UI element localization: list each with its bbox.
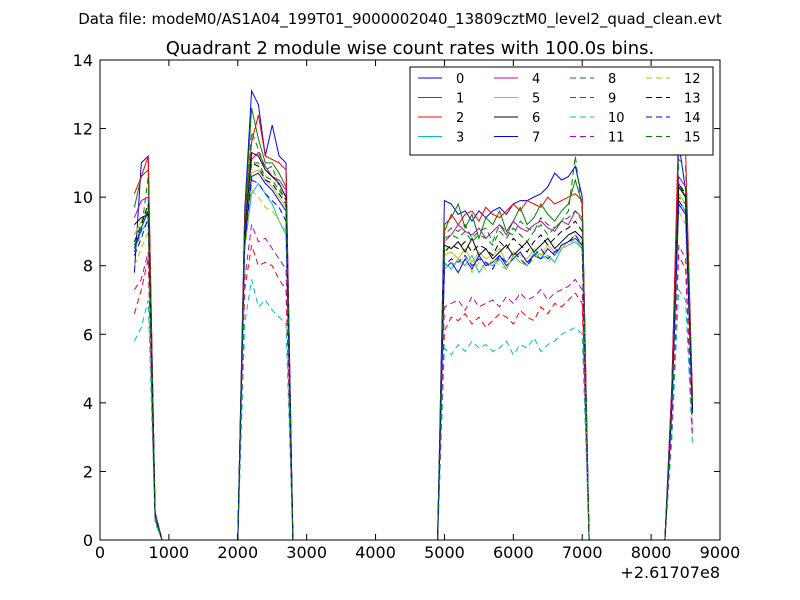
data-file-header: Data file: modeM0/AS1A04_199T01_90000020…: [78, 10, 722, 29]
x-tick-label: 2000: [217, 543, 258, 562]
x-tick-label: 3000: [286, 543, 327, 562]
series-15-line: [664, 158, 693, 541]
x-tick-label: 9000: [700, 543, 741, 562]
series-12-line: [237, 189, 294, 541]
y-tick-label: 6: [83, 325, 93, 344]
x-tick-label: 4000: [355, 543, 396, 562]
y-tick-label: 8: [83, 257, 93, 276]
series-8-line: [133, 176, 163, 541]
legend-item-9: 9: [570, 92, 616, 107]
series-5-line: [437, 234, 590, 541]
legend-label: 11: [608, 131, 625, 146]
legend-label: 6: [532, 111, 540, 126]
series-14-line: [237, 179, 294, 541]
series-9-line: [437, 292, 590, 541]
chart-title: Quadrant 2 module wise count rates with …: [166, 38, 655, 59]
series-layer: [133, 88, 693, 541]
legend-item-15: 15: [646, 131, 701, 146]
series-14-line: [437, 234, 590, 541]
y-tick-label: 0: [83, 531, 93, 550]
series-15-line: [133, 207, 163, 541]
legend-item-12: 12: [646, 72, 701, 87]
legend-item-2: 2: [418, 111, 464, 126]
series-2-line: [437, 193, 590, 541]
legend-label: 15: [684, 131, 701, 146]
legend-item-1: 1: [418, 92, 464, 107]
axes-frame: [99, 59, 721, 541]
y-tick-label: 10: [73, 188, 93, 207]
legend-label: 3: [456, 131, 464, 146]
x-tick-label: 1000: [149, 543, 190, 562]
series-10-line: [237, 279, 294, 541]
legend-item-14: 14: [646, 111, 701, 126]
legend-item-6: 6: [494, 111, 540, 126]
series-10: [133, 279, 693, 541]
legend-item-13: 13: [646, 92, 701, 107]
legend-label: 4: [532, 72, 540, 87]
legend-item-10: 10: [570, 111, 625, 126]
legend-item-5: 5: [494, 92, 540, 107]
series-10-line: [664, 288, 693, 541]
legend-label: 0: [456, 72, 464, 87]
x-tick-label: 0: [95, 543, 105, 562]
series-15: [133, 158, 693, 541]
x-offset-label: +2.61707e8: [620, 563, 720, 582]
y-tick-label: 14: [73, 51, 93, 70]
legend-label: 2: [456, 111, 464, 126]
x-tick-label: 7000: [562, 543, 603, 562]
series-8-line: [437, 155, 590, 541]
series-11-line: [133, 251, 163, 541]
legend-label: 10: [608, 111, 625, 126]
legend-item-3: 3: [418, 131, 464, 146]
series-9-line: [237, 244, 294, 541]
series-13-line: [664, 181, 693, 541]
series-2-line: [237, 114, 294, 541]
x-tick-label: 5000: [424, 543, 465, 562]
x-tick-label: 6000: [493, 543, 534, 562]
legend-label: 8: [608, 72, 616, 87]
series-11-line: [237, 224, 294, 541]
series-15-line: [437, 210, 590, 541]
y-tick-label: 12: [73, 120, 93, 139]
series-11-line: [437, 278, 590, 541]
legend-item-11: 11: [570, 131, 625, 146]
legend-item-4: 4: [494, 72, 540, 87]
legend-label: 9: [608, 92, 616, 107]
series-1-line: [237, 107, 294, 541]
legend-item-8: 8: [570, 72, 616, 87]
legend-item-7: 7: [494, 131, 540, 146]
legend-label: 14: [684, 111, 701, 126]
legend-label: 5: [532, 92, 540, 107]
x-tick-label: 8000: [631, 543, 672, 562]
series-10-line: [437, 326, 590, 541]
series-4-line: [437, 210, 590, 541]
series-12-line: [133, 231, 163, 541]
y-tick-label: 4: [83, 394, 93, 413]
series-12-line: [437, 237, 590, 541]
series-13-line: [437, 220, 590, 541]
legend-label: 1: [456, 92, 464, 107]
legend-item-0: 0: [418, 72, 464, 87]
y-tick-label: 2: [83, 462, 93, 481]
legend-label: 7: [532, 131, 540, 146]
x-axis: 0 1000 2000 3000 4000 5000 6000 7000 8000 9000: [95, 60, 740, 562]
legend-label: 12: [684, 72, 701, 87]
legend-label: 13: [684, 92, 701, 107]
series-10-line: [133, 299, 163, 541]
legend-frame: [409, 66, 714, 156]
series-13-line: [133, 203, 163, 541]
